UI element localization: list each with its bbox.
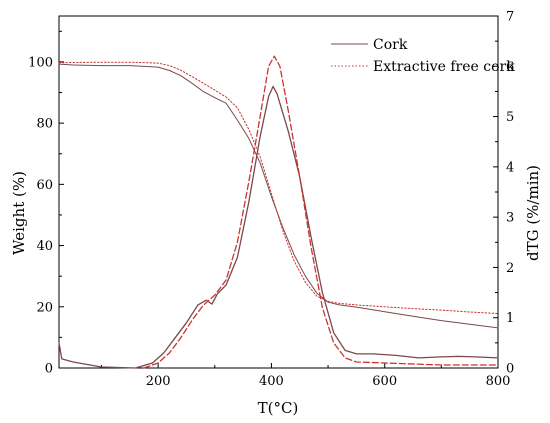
y2-tick-label: 6 bbox=[506, 60, 514, 75]
x-tick-label: 800 bbox=[486, 374, 511, 389]
y2-tick-label: 4 bbox=[506, 160, 514, 175]
x-tick-label: 200 bbox=[146, 374, 171, 389]
y-tick-label: 0 bbox=[45, 362, 53, 377]
y2-tick-label: 1 bbox=[506, 311, 514, 326]
y2-tick-label: 3 bbox=[506, 211, 514, 226]
y-axis-label: Weight (%) bbox=[10, 171, 28, 255]
y-tick-label: 100 bbox=[28, 55, 53, 70]
y-tick-label: 40 bbox=[36, 239, 53, 254]
series-line-extractive-free-cork-dtg bbox=[143, 55, 499, 369]
x-tick-label: 600 bbox=[372, 374, 397, 389]
legend-label-extractive-free-cork: Extractive free cork bbox=[373, 59, 515, 75]
y-tick-label: 60 bbox=[36, 178, 53, 193]
y-tick-label: 20 bbox=[36, 300, 53, 315]
y2-tick-label: 2 bbox=[506, 261, 514, 276]
y2-tick-label: 7 bbox=[506, 10, 514, 25]
y2-axis-label: dTG (%/min) bbox=[524, 165, 542, 261]
y2-tick-label: 5 bbox=[506, 110, 514, 125]
legend-label-cork: Cork bbox=[373, 37, 408, 53]
series-line-cork bbox=[58, 63, 499, 329]
x-axis-label: T(°C) bbox=[258, 399, 299, 417]
series-line-extractive-free-cork bbox=[58, 61, 499, 314]
y-tick-label: 80 bbox=[36, 117, 53, 132]
series-line-cork-dtg bbox=[58, 85, 499, 369]
y2-tick-label: 0 bbox=[506, 362, 514, 377]
legend: Cork Extractive free cork bbox=[331, 37, 515, 75]
x-tick-label: 400 bbox=[259, 374, 284, 389]
